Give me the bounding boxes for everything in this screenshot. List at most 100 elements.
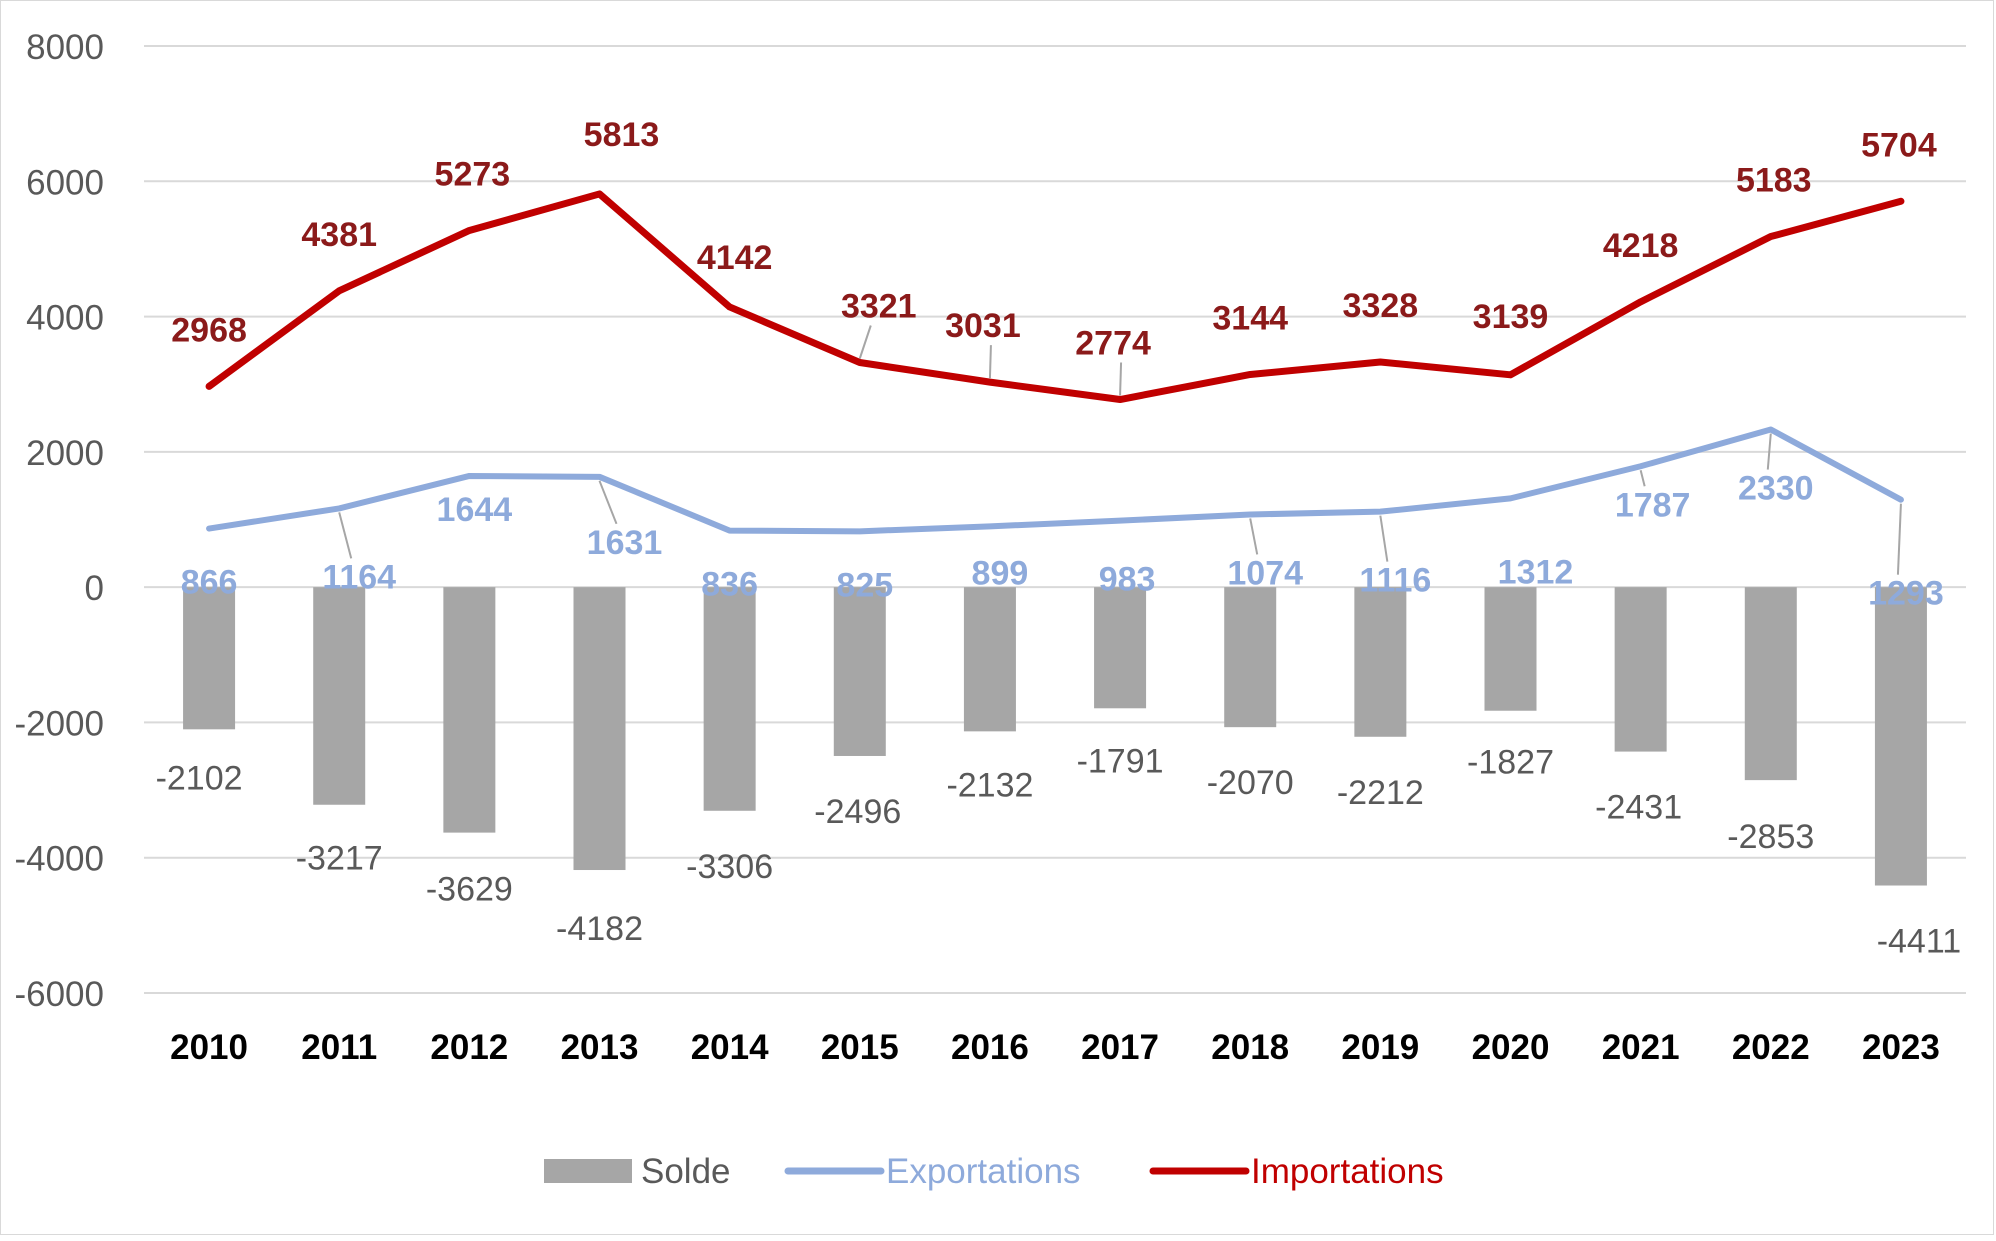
leader-line bbox=[1639, 470, 1646, 487]
label-leader-lines bbox=[338, 325, 1902, 575]
legend-label-exportations: Exportations bbox=[886, 1152, 1081, 1191]
bar-solde-2010 bbox=[183, 587, 236, 730]
label-importations-2017: 2774 bbox=[1075, 325, 1151, 363]
label-exportations-2021: 1787 bbox=[1615, 486, 1691, 524]
bar-solde-2019 bbox=[1354, 587, 1407, 737]
bar-solde-2011 bbox=[313, 587, 366, 805]
label-solde-2013: -4182 bbox=[556, 910, 643, 948]
x-tick-label-2016: 2016 bbox=[951, 1028, 1029, 1067]
label-importations-2018: 3144 bbox=[1212, 299, 1288, 337]
x-tick-label-2012: 2012 bbox=[430, 1028, 508, 1067]
label-exportations-2022: 2330 bbox=[1738, 470, 1814, 508]
x-tick-label-2017: 2017 bbox=[1081, 1028, 1159, 1067]
label-importations-2013: 5813 bbox=[584, 116, 660, 154]
legend-label-importations: Importations bbox=[1251, 1152, 1444, 1191]
label-solde-2010: -2102 bbox=[156, 759, 243, 797]
legend: Solde Exportations Importations bbox=[544, 1152, 1444, 1191]
label-exportations-2013: 1631 bbox=[587, 524, 663, 562]
x-tick-label-2013: 2013 bbox=[561, 1028, 639, 1067]
label-solde-2022: -2853 bbox=[1727, 818, 1814, 856]
label-importations-2012: 5273 bbox=[435, 155, 511, 193]
x-tick-label-2019: 2019 bbox=[1341, 1028, 1419, 1067]
label-importations-2022: 5183 bbox=[1736, 162, 1812, 200]
leader-line bbox=[1896, 503, 1902, 575]
x-tick-label-2014: 2014 bbox=[691, 1028, 769, 1067]
y-tick-label: 4000 bbox=[26, 299, 104, 338]
y-tick-label: 2000 bbox=[26, 434, 104, 473]
leader-line bbox=[988, 345, 992, 379]
legend-label-solde: Solde bbox=[641, 1152, 731, 1191]
bar-solde-2021 bbox=[1614, 587, 1667, 752]
label-importations-2019: 3328 bbox=[1343, 287, 1419, 325]
series-lines bbox=[205, 190, 1905, 535]
data-labels: 2968 4381 5273 5813 4142 3321 3031 2774 3144 3328… bbox=[156, 116, 1962, 961]
x-tick-label-2023: 2023 bbox=[1862, 1028, 1940, 1067]
y-tick-label: -4000 bbox=[14, 840, 104, 879]
leader-line bbox=[1766, 433, 1772, 470]
label-solde-2019: -2212 bbox=[1337, 774, 1424, 812]
label-exportations-2018: 1074 bbox=[1227, 554, 1303, 592]
leader-line bbox=[598, 480, 618, 525]
label-solde-2018: -2070 bbox=[1207, 764, 1294, 802]
bar-solde-2014 bbox=[703, 587, 756, 811]
label-importations-2011: 4381 bbox=[301, 216, 377, 254]
y-axis: 8000 6000 4000 2000 0 -2000 -4000 -6000 bbox=[14, 28, 104, 1014]
label-exportations-2011: 1164 bbox=[322, 558, 396, 596]
label-exportations-2019: 1116 bbox=[1359, 562, 1431, 600]
y-tick-label: 6000 bbox=[26, 163, 104, 202]
label-exportations-2017: 983 bbox=[1099, 561, 1156, 599]
leader-line bbox=[1379, 515, 1389, 562]
label-solde-2011: -3217 bbox=[296, 840, 383, 878]
bar-solde-2017 bbox=[1094, 587, 1147, 709]
label-importations-2015: 3321 bbox=[841, 288, 917, 326]
label-solde-2014: -3306 bbox=[686, 848, 773, 886]
label-importations-2023: 5704 bbox=[1861, 126, 1937, 164]
label-exportations-2016: 899 bbox=[972, 554, 1029, 592]
bar-solde-2013 bbox=[573, 587, 626, 871]
bar-solde-2012 bbox=[443, 587, 496, 833]
label-exportations-2023: 1293 bbox=[1868, 575, 1944, 613]
x-tick-label-2020: 2020 bbox=[1472, 1028, 1550, 1067]
y-tick-label: -6000 bbox=[14, 975, 104, 1014]
label-exportations-2020: 1312 bbox=[1498, 553, 1574, 591]
leader-line bbox=[858, 325, 872, 359]
leader-line bbox=[338, 512, 353, 559]
label-solde-2021: -2431 bbox=[1595, 789, 1682, 827]
label-importations-2020: 3139 bbox=[1473, 298, 1549, 336]
solde-bars bbox=[183, 587, 1927, 886]
x-axis: 2010 2011 2012 2013 2014 2015 2016 2017 2018 2019… bbox=[170, 1028, 1940, 1067]
bar-solde-2023 bbox=[1874, 587, 1927, 886]
label-solde-2015: -2496 bbox=[814, 793, 901, 831]
label-importations-2010: 2968 bbox=[171, 311, 247, 349]
bar-solde-2015 bbox=[833, 587, 886, 756]
bar-solde-2022 bbox=[1744, 587, 1797, 781]
label-exportations-2012: 1644 bbox=[437, 491, 513, 529]
leader-line bbox=[1249, 518, 1259, 555]
leader-line bbox=[1119, 362, 1123, 396]
label-solde-2020: -1827 bbox=[1467, 744, 1554, 782]
label-importations-2016: 3031 bbox=[945, 307, 1021, 345]
line-importations bbox=[205, 190, 1905, 404]
line-exportations bbox=[206, 426, 1904, 535]
label-solde-2023: -4411 bbox=[1877, 923, 1961, 961]
label-solde-2016: -2132 bbox=[946, 766, 1033, 804]
y-tick-label: -2000 bbox=[14, 704, 104, 743]
label-exportations-2015: 825 bbox=[836, 566, 893, 604]
label-exportations-2010: 866 bbox=[181, 564, 238, 602]
x-tick-label-2018: 2018 bbox=[1211, 1028, 1289, 1067]
label-importations-2021: 4218 bbox=[1603, 227, 1679, 265]
y-tick-label: 0 bbox=[85, 569, 104, 608]
label-exportations-2014: 836 bbox=[701, 566, 758, 604]
x-tick-label-2010: 2010 bbox=[170, 1028, 248, 1067]
x-tick-label-2015: 2015 bbox=[821, 1028, 899, 1067]
bar-solde-2018 bbox=[1224, 587, 1277, 728]
y-tick-label: 8000 bbox=[26, 28, 104, 67]
gridlines bbox=[144, 45, 1966, 994]
label-solde-2012: -3629 bbox=[426, 871, 513, 909]
label-solde-2017: -1791 bbox=[1077, 742, 1164, 780]
x-tick-label-2011: 2011 bbox=[301, 1028, 377, 1067]
bar-solde-2016 bbox=[963, 587, 1016, 732]
label-importations-2014: 4142 bbox=[697, 239, 773, 277]
